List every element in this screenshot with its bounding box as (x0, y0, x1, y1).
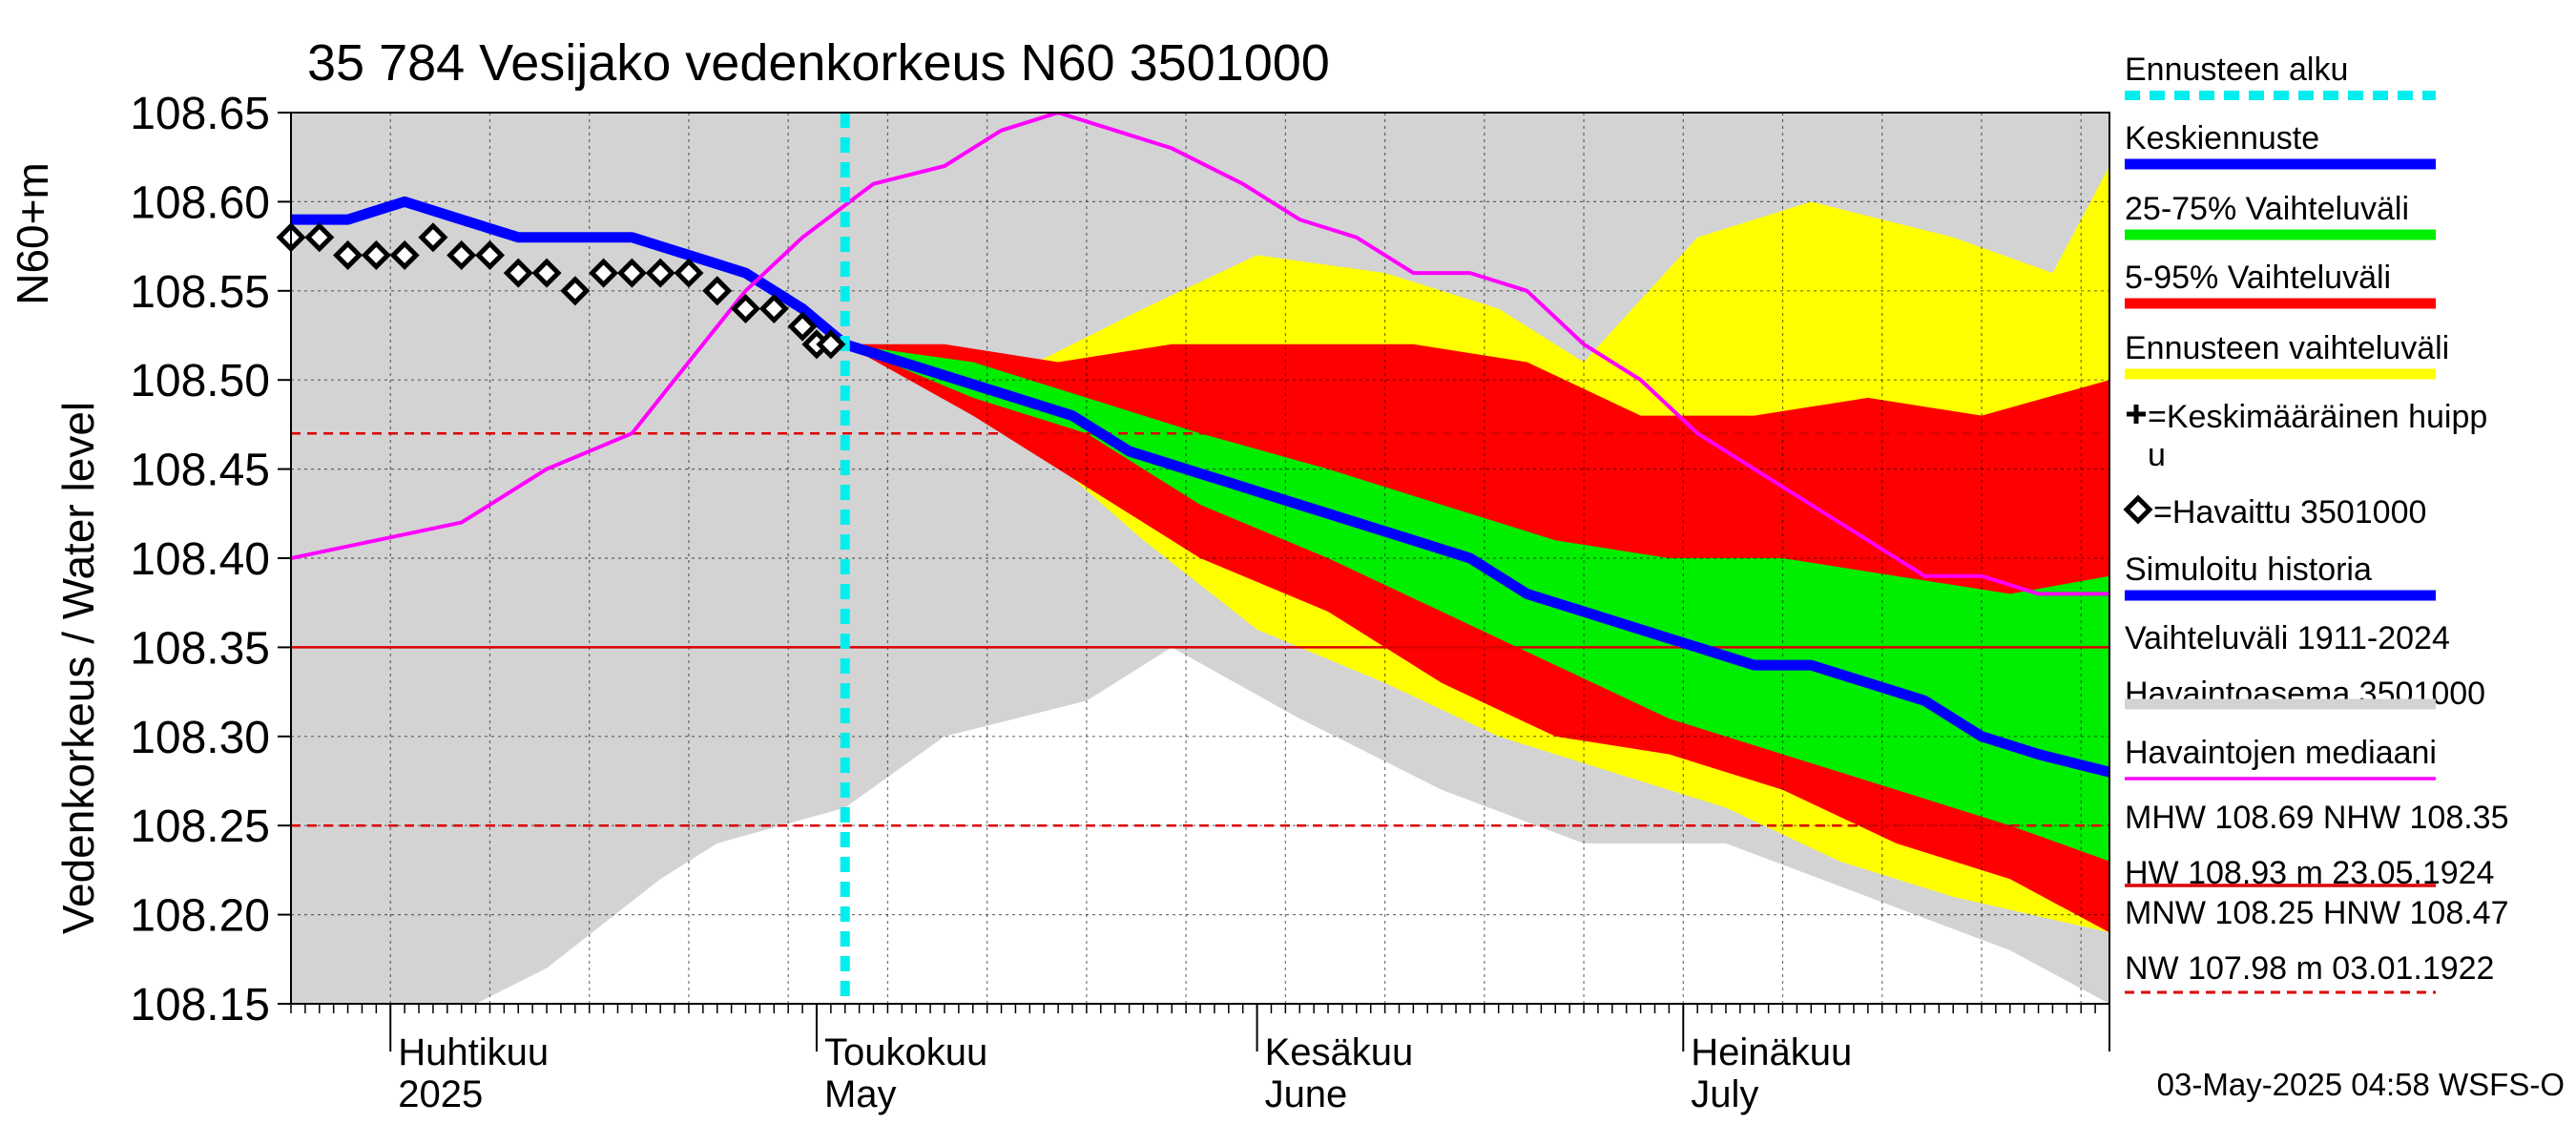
observed-point (702, 276, 733, 306)
legend-label: Havaintojen mediaani (2125, 735, 2437, 771)
legend-item-25-75-vaihteluv-li: 25-75% Vaihteluväli (2125, 191, 2436, 240)
x-month-label-fi: Toukokuu (824, 1031, 987, 1073)
legend-item-keskiennuste: Keskiennuste (2125, 120, 2436, 170)
band-25-75-vaihteluv-li (844, 344, 2109, 862)
x-month-label-en: May (824, 1073, 897, 1115)
observed-point (447, 239, 477, 270)
y-tick-label: 108.30 (130, 713, 270, 763)
legend-label: MHW 108.69 NHW 108.35 (2125, 800, 2509, 836)
line-simuloitu-historia (291, 196, 851, 350)
x-month-label-fi: Heinäkuu (1691, 1031, 1852, 1073)
chart-title: 35 784 Vesijako vedenkorkeus N60 3501000 (307, 34, 1330, 92)
legend-label-2: u (2148, 437, 2166, 473)
legend-item-mnw-108-25-hnw-108-47: MNW 108.25 HNW 108.47 NW 107.98 m 03.01.1… (2125, 895, 2509, 994)
y-axis-label: Vedenkorkeus / Water level (53, 402, 103, 934)
legend-label: 5-95% Vaihteluväli (2125, 260, 2391, 296)
observed-point (787, 311, 818, 342)
y-tick-label: 108.50 (130, 356, 270, 406)
observed-point (730, 293, 761, 324)
legend-item-ennusteen-vaihteluv-li: Ennusteen vaihteluväli (2125, 330, 2449, 380)
legend-item-havaittu-3501000: =Havaittu 3501000 (2123, 494, 2426, 531)
observed-point (816, 329, 846, 360)
y-tick-label: 108.15 (130, 980, 270, 1030)
legend-label: Vaihteluväli 1911-2024 (2125, 620, 2450, 656)
legend-diamond-icon (2123, 494, 2153, 525)
observed-point (589, 258, 619, 288)
observed-point (616, 258, 647, 288)
observed-point (304, 222, 335, 253)
observed-markers (276, 222, 846, 360)
legend-item-ennusteen-alku: Ennusteen alku (2125, 52, 2436, 100)
y-tick-label: 108.25 (130, 802, 270, 852)
legend-label: Simuloitu historia (2125, 552, 2372, 588)
legend-label: Ennusteen alku (2125, 52, 2348, 88)
y-tick-label: 108.60 (130, 177, 270, 228)
observed-point (645, 258, 675, 288)
legend-label: =Keskimääräinen huipp (2148, 399, 2487, 435)
line-keskiennuste (840, 339, 2109, 778)
observed-point (361, 239, 391, 270)
legend-label: Keskiennuste (2125, 120, 2319, 156)
x-month-label-en: 2025 (398, 1073, 483, 1115)
legend-label: 25-75% Vaihteluväli (2125, 191, 2409, 227)
observed-point (474, 239, 506, 270)
legend-label: Ennusteen vaihteluväli (2125, 330, 2449, 366)
observed-point (560, 276, 591, 306)
reference-lines (291, 431, 2109, 827)
title-group: 35 784 Vesijako vedenkorkeus N60 3501000 (307, 34, 1330, 92)
legend: Ennusteen alku Keskiennuste 25-75% Vaihtel… (2123, 52, 2509, 994)
observed-point (418, 222, 448, 253)
observed-point (758, 293, 789, 324)
x-month-label-en: June (1265, 1073, 1348, 1115)
x-month-label-fi: Huhtikuu (398, 1031, 549, 1073)
y-tick-label: 108.45 (130, 446, 270, 496)
legend-item-5-95-vaihteluv-li: 5-95% Vaihteluväli (2125, 260, 2436, 309)
series-lines (291, 113, 2109, 1004)
y-tick-label: 108.35 (130, 623, 270, 674)
legend-item-simuloitu-historia: Simuloitu historia (2125, 552, 2436, 601)
observed-point (503, 258, 533, 288)
line-havaintojen-mediaani (291, 113, 2109, 596)
legend-label-2: NW 107.98 m 03.01.1922 (2125, 950, 2494, 987)
observed-point (333, 239, 364, 270)
y-tick-label: 108.20 (130, 891, 270, 942)
observed-point (674, 258, 704, 288)
y-axis-unit: N60+m (8, 162, 57, 305)
y-tick-label: 108.40 (130, 534, 270, 585)
legend-label: MNW 108.25 HNW 108.47 (2125, 895, 2509, 931)
x-month-label-en: July (1691, 1073, 1758, 1115)
x-month-label-fi: Kesäkuu (1265, 1031, 1414, 1073)
axes: 108.65 108.60 108.55 108.50 108.45 108.40 108.… (130, 89, 2110, 1115)
band-5-95-vaihteluv-li (844, 344, 2109, 933)
y-axis-title-group: Vedenkorkeus / Water level N60+m (8, 162, 103, 934)
legend-item-havaintojen-mediaani: Havaintojen mediaani (2125, 735, 2437, 781)
legend-label: =Havaittu 3501000 (2153, 494, 2426, 531)
footer-timestamp: 03-May-2025 04:58 WSFS-O (2157, 1067, 2565, 1102)
y-tick-label: 108.65 (130, 89, 270, 139)
y-tick-label: 108.55 (130, 267, 270, 318)
observed-point (531, 258, 562, 288)
legend-item-vaihteluv-li-1911-2024: Vaihteluväli 1911-2024 Havaintoasema 350… (2125, 620, 2485, 712)
observed-point (389, 239, 420, 270)
